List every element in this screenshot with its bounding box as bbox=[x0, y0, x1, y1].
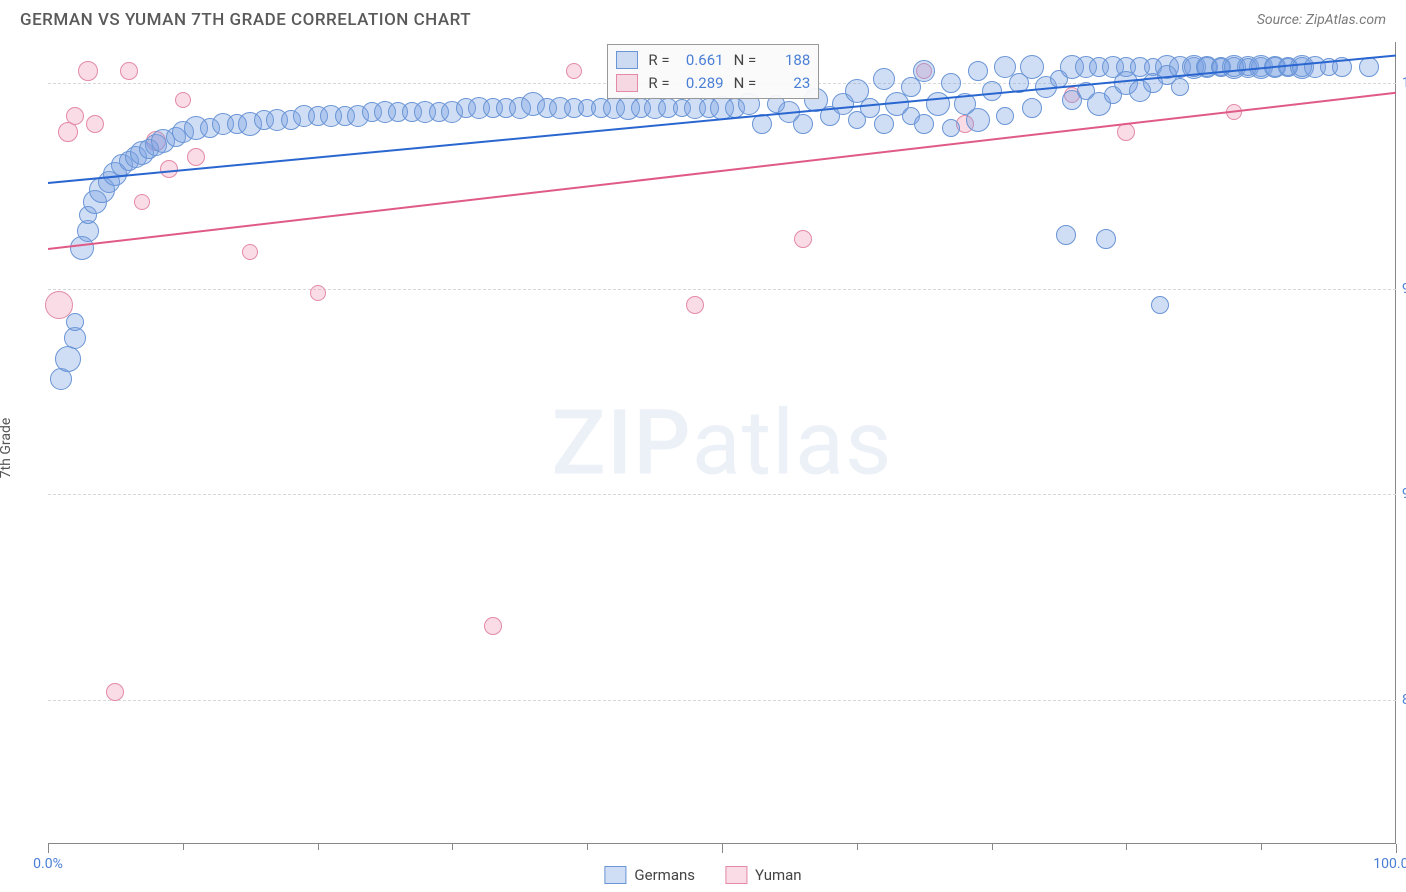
data-point-germans bbox=[966, 108, 990, 132]
stats-swatch bbox=[616, 74, 638, 92]
x-tick bbox=[722, 844, 723, 853]
stats-row: R = 0.661 N = 188 bbox=[616, 49, 810, 72]
data-point-yuman bbox=[686, 296, 704, 314]
data-point-germans bbox=[1022, 98, 1042, 118]
data-point-germans bbox=[1096, 229, 1116, 249]
watermark-rest: atlas bbox=[692, 391, 893, 496]
stats-r-label: R = bbox=[648, 49, 669, 72]
data-point-germans bbox=[55, 346, 81, 372]
grid-line bbox=[48, 289, 1396, 290]
stats-n-value: 23 bbox=[766, 72, 810, 95]
data-point-germans bbox=[1020, 55, 1044, 79]
data-point-yuman bbox=[566, 63, 582, 79]
legend-swatch-yuman bbox=[725, 866, 747, 884]
x-tick bbox=[992, 844, 993, 850]
x-tick-label: 100.0% bbox=[1373, 856, 1406, 872]
stats-r-value: 0.661 bbox=[680, 49, 724, 72]
data-point-germans bbox=[1151, 296, 1169, 314]
grid-line bbox=[48, 700, 1396, 701]
y-axis-label: 7th Grade bbox=[0, 418, 14, 479]
stats-n-label: N = bbox=[734, 72, 757, 95]
stats-n-label: N = bbox=[734, 49, 757, 72]
chart-title: GERMAN VS YUMAN 7TH GRADE CORRELATION CH… bbox=[20, 10, 471, 30]
y-tick-label: 90.0% bbox=[1402, 486, 1406, 502]
data-point-yuman bbox=[58, 122, 78, 142]
data-point-germans bbox=[860, 98, 880, 118]
y-tick-label: 95.0% bbox=[1402, 281, 1406, 297]
x-tick bbox=[1261, 844, 1262, 850]
data-point-yuman bbox=[78, 61, 98, 81]
data-point-germans bbox=[874, 114, 894, 134]
stats-n-value: 188 bbox=[766, 49, 810, 72]
watermark: ZIPatlas bbox=[552, 391, 893, 496]
data-point-yuman bbox=[310, 285, 326, 301]
data-point-yuman bbox=[187, 148, 205, 166]
data-point-yuman bbox=[175, 92, 191, 108]
data-point-germans bbox=[793, 114, 813, 134]
data-point-yuman bbox=[1117, 123, 1135, 141]
x-tick bbox=[183, 844, 184, 850]
data-point-germans bbox=[1171, 78, 1189, 96]
data-point-yuman bbox=[134, 194, 150, 210]
data-point-yuman bbox=[120, 62, 138, 80]
data-point-germans bbox=[914, 114, 934, 134]
y-tick-label: 100.0% bbox=[1402, 75, 1406, 91]
legend-item-yuman: Yuman bbox=[725, 866, 802, 884]
chart-header: GERMAN VS YUMAN 7TH GRADE CORRELATION CH… bbox=[0, 0, 1406, 36]
legend: Germans Yuman bbox=[604, 866, 801, 884]
x-tick bbox=[318, 844, 319, 850]
data-point-yuman bbox=[484, 617, 502, 635]
data-point-germans bbox=[873, 68, 895, 90]
data-point-yuman bbox=[66, 107, 84, 125]
x-tick bbox=[587, 844, 588, 850]
data-point-yuman bbox=[86, 115, 104, 133]
stats-swatch bbox=[616, 51, 638, 69]
stats-box: R = 0.661 N = 188 R = 0.289 N = 23 bbox=[607, 44, 819, 99]
stats-r-label: R = bbox=[648, 72, 669, 95]
legend-item-germans: Germans bbox=[604, 866, 695, 884]
data-point-germans bbox=[942, 119, 960, 137]
data-point-germans bbox=[913, 60, 935, 82]
stats-row: R = 0.289 N = 23 bbox=[616, 72, 810, 95]
data-point-yuman bbox=[106, 683, 124, 701]
watermark-bold: ZIP bbox=[552, 391, 692, 496]
stats-r-value: 0.289 bbox=[680, 72, 724, 95]
data-point-germans bbox=[752, 114, 772, 134]
x-tick bbox=[1126, 844, 1127, 850]
plot-region: ZIPatlas 100.0%95.0%90.0%85.0%0.0%100.0%… bbox=[48, 42, 1396, 844]
data-point-germans bbox=[926, 92, 950, 116]
data-point-yuman bbox=[794, 230, 812, 248]
grid-line bbox=[48, 494, 1396, 495]
legend-label-germans: Germans bbox=[634, 866, 695, 884]
x-tick-label: 0.0% bbox=[33, 856, 63, 872]
data-point-yuman bbox=[242, 244, 258, 260]
data-point-germans bbox=[996, 107, 1014, 125]
y-axis-line-right bbox=[1395, 42, 1396, 844]
chart-source: Source: ZipAtlas.com bbox=[1257, 12, 1386, 28]
data-point-germans bbox=[66, 313, 84, 331]
chart-area: ZIPatlas 100.0%95.0%90.0%85.0%0.0%100.0%… bbox=[48, 42, 1396, 844]
legend-swatch-germans bbox=[604, 866, 626, 884]
x-tick bbox=[857, 844, 858, 850]
legend-label-yuman: Yuman bbox=[755, 866, 802, 884]
x-tick bbox=[452, 844, 453, 850]
y-tick-label: 85.0% bbox=[1402, 692, 1406, 708]
x-tick bbox=[1396, 844, 1397, 853]
x-tick bbox=[48, 844, 49, 853]
data-point-germans bbox=[968, 61, 988, 81]
data-point-germans bbox=[941, 73, 961, 93]
data-point-germans bbox=[1056, 225, 1076, 245]
